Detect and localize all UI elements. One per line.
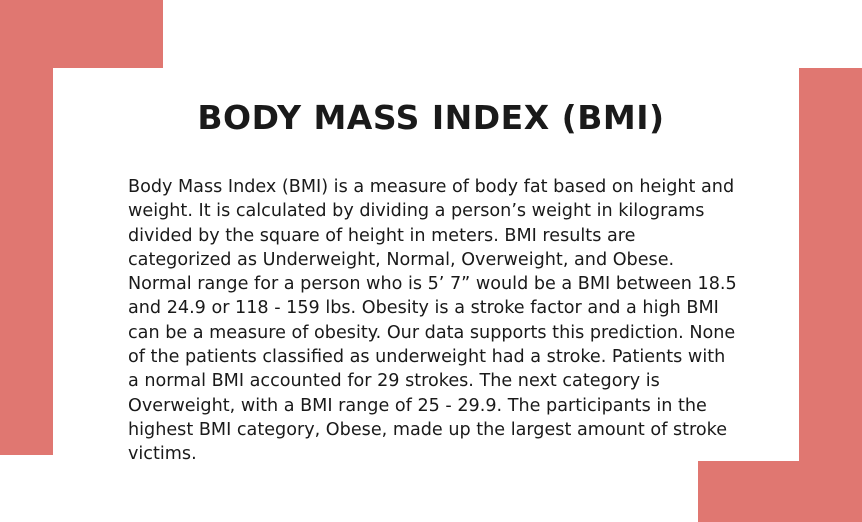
body-line: divided by the square of height in meter… bbox=[128, 225, 636, 246]
body-line: Normal range for a person who is 5’ 7” w… bbox=[128, 274, 737, 295]
decorative-side-bar-right bbox=[799, 68, 862, 522]
body-line: a normal BMI accounted for 29 strokes. T… bbox=[128, 371, 660, 392]
body-line: highest BMI category, Obese, made up the… bbox=[128, 419, 728, 440]
body-line: Overweight, with a BMI range of 25 - 29.… bbox=[128, 395, 707, 416]
body-line: weight. It is calculated by dividing a p… bbox=[128, 201, 705, 222]
body-line: Body Mass Index (BMI) is a measure of bo… bbox=[128, 177, 735, 197]
body-line: victims. bbox=[128, 444, 197, 465]
slide-title: BODY MASS INDEX (BMI) bbox=[197, 98, 665, 137]
body-line: and 24.9 or 118 - 159 lbs. Obesity is a … bbox=[128, 298, 719, 319]
decorative-corner-block-bottom-right bbox=[698, 461, 862, 522]
body-line: of the patients classified as underweigh… bbox=[128, 347, 726, 368]
body-paragraph: Body Mass Index (BMI) is a measure of bo… bbox=[128, 175, 748, 467]
body-line: categorized as Underweight, Normal, Over… bbox=[128, 249, 675, 270]
body-line: can be a measure of obesity. Our data su… bbox=[128, 322, 736, 343]
decorative-side-bar-left bbox=[0, 0, 53, 455]
